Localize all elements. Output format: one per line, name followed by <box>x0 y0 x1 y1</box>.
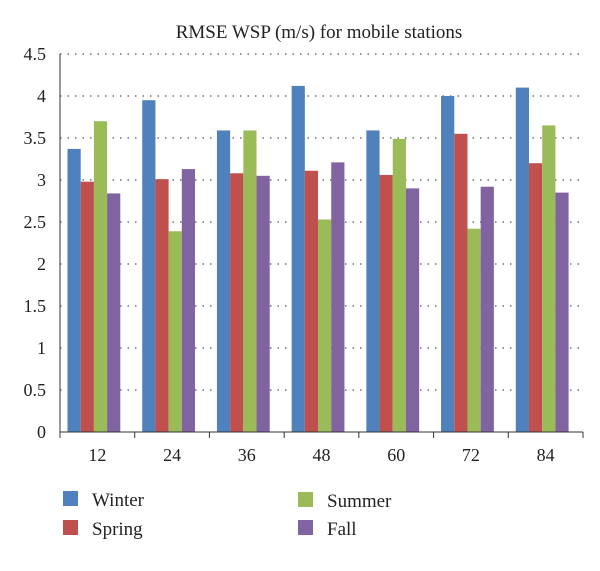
bar-summer-60 <box>392 138 406 432</box>
bar-summer-36 <box>243 130 257 432</box>
bar-spring-48 <box>304 170 319 432</box>
bar-spring-72 <box>454 133 468 433</box>
gridlines <box>60 53 583 391</box>
bar-fall-84 <box>555 192 569 432</box>
legend-swatch-winter <box>63 491 78 506</box>
chart-title: RMSE WSP (m/s) for mobile stations <box>176 22 463 43</box>
axes <box>59 54 584 438</box>
bar-summer-48 <box>318 219 332 432</box>
legend-label-summer: Summer <box>327 491 392 512</box>
y-tick-label: 2 <box>37 254 46 274</box>
bar-summer-84 <box>542 125 556 433</box>
y-tick-label: 4.5 <box>24 44 47 64</box>
bar-summer-72 <box>467 228 481 432</box>
legend: Winter Spring Summer Fall <box>63 490 392 540</box>
legend-label-winter: Winter <box>92 490 145 511</box>
y-axis-ticks: 0 0.5 1 1.5 2 2.5 3 3.5 4 4.5 <box>24 44 47 442</box>
x-tick-label: 72 <box>462 445 480 465</box>
legend-label-spring: Spring <box>92 519 143 540</box>
bars <box>67 85 569 433</box>
x-tick-label: 48 <box>313 445 331 465</box>
bar-summer-12 <box>93 121 108 432</box>
bar-winter-84 <box>515 87 529 432</box>
y-tick-label: 1.5 <box>24 296 47 316</box>
bar-winter-24 <box>142 100 156 432</box>
bar-winter-48 <box>291 85 305 433</box>
x-tick-label: 24 <box>163 445 181 465</box>
bar-winter-60 <box>366 130 380 432</box>
x-tick-label: 12 <box>88 445 106 465</box>
bar-winter-36 <box>216 130 231 432</box>
legend-swatch-spring <box>63 520 78 535</box>
bar-summer-24 <box>168 231 182 432</box>
legend-swatch-fall <box>298 520 313 535</box>
bar-spring-12 <box>80 181 94 432</box>
y-tick-label: 1 <box>37 338 46 358</box>
bar-winter-12 <box>67 148 81 433</box>
bar-winter-72 <box>441 96 455 432</box>
x-tick-label: 36 <box>238 445 256 465</box>
bar-fall-36 <box>256 175 270 433</box>
x-tick-label: 84 <box>537 445 555 465</box>
x-tick-label: 60 <box>387 445 405 465</box>
y-tick-label: 3.5 <box>24 128 47 148</box>
legend-label-fall: Fall <box>327 519 357 540</box>
bar-fall-24 <box>181 169 196 432</box>
bar-spring-24 <box>155 179 169 432</box>
y-tick-label: 0 <box>37 422 46 442</box>
y-tick-label: 4 <box>37 86 46 106</box>
bar-spring-36 <box>230 173 244 432</box>
bar-spring-60 <box>379 174 393 432</box>
bar-spring-84 <box>528 163 543 432</box>
y-tick-label: 0.5 <box>24 380 47 400</box>
bar-fall-48 <box>331 162 345 433</box>
legend-swatch-summer <box>298 492 313 507</box>
y-tick-label: 2.5 <box>24 212 47 232</box>
bar-fall-60 <box>405 188 420 432</box>
bar-fall-12 <box>107 193 121 432</box>
x-axis-ticks: 12 24 36 48 60 72 84 <box>88 445 554 465</box>
y-tick-label: 3 <box>37 170 46 190</box>
bar-fall-72 <box>480 186 494 432</box>
